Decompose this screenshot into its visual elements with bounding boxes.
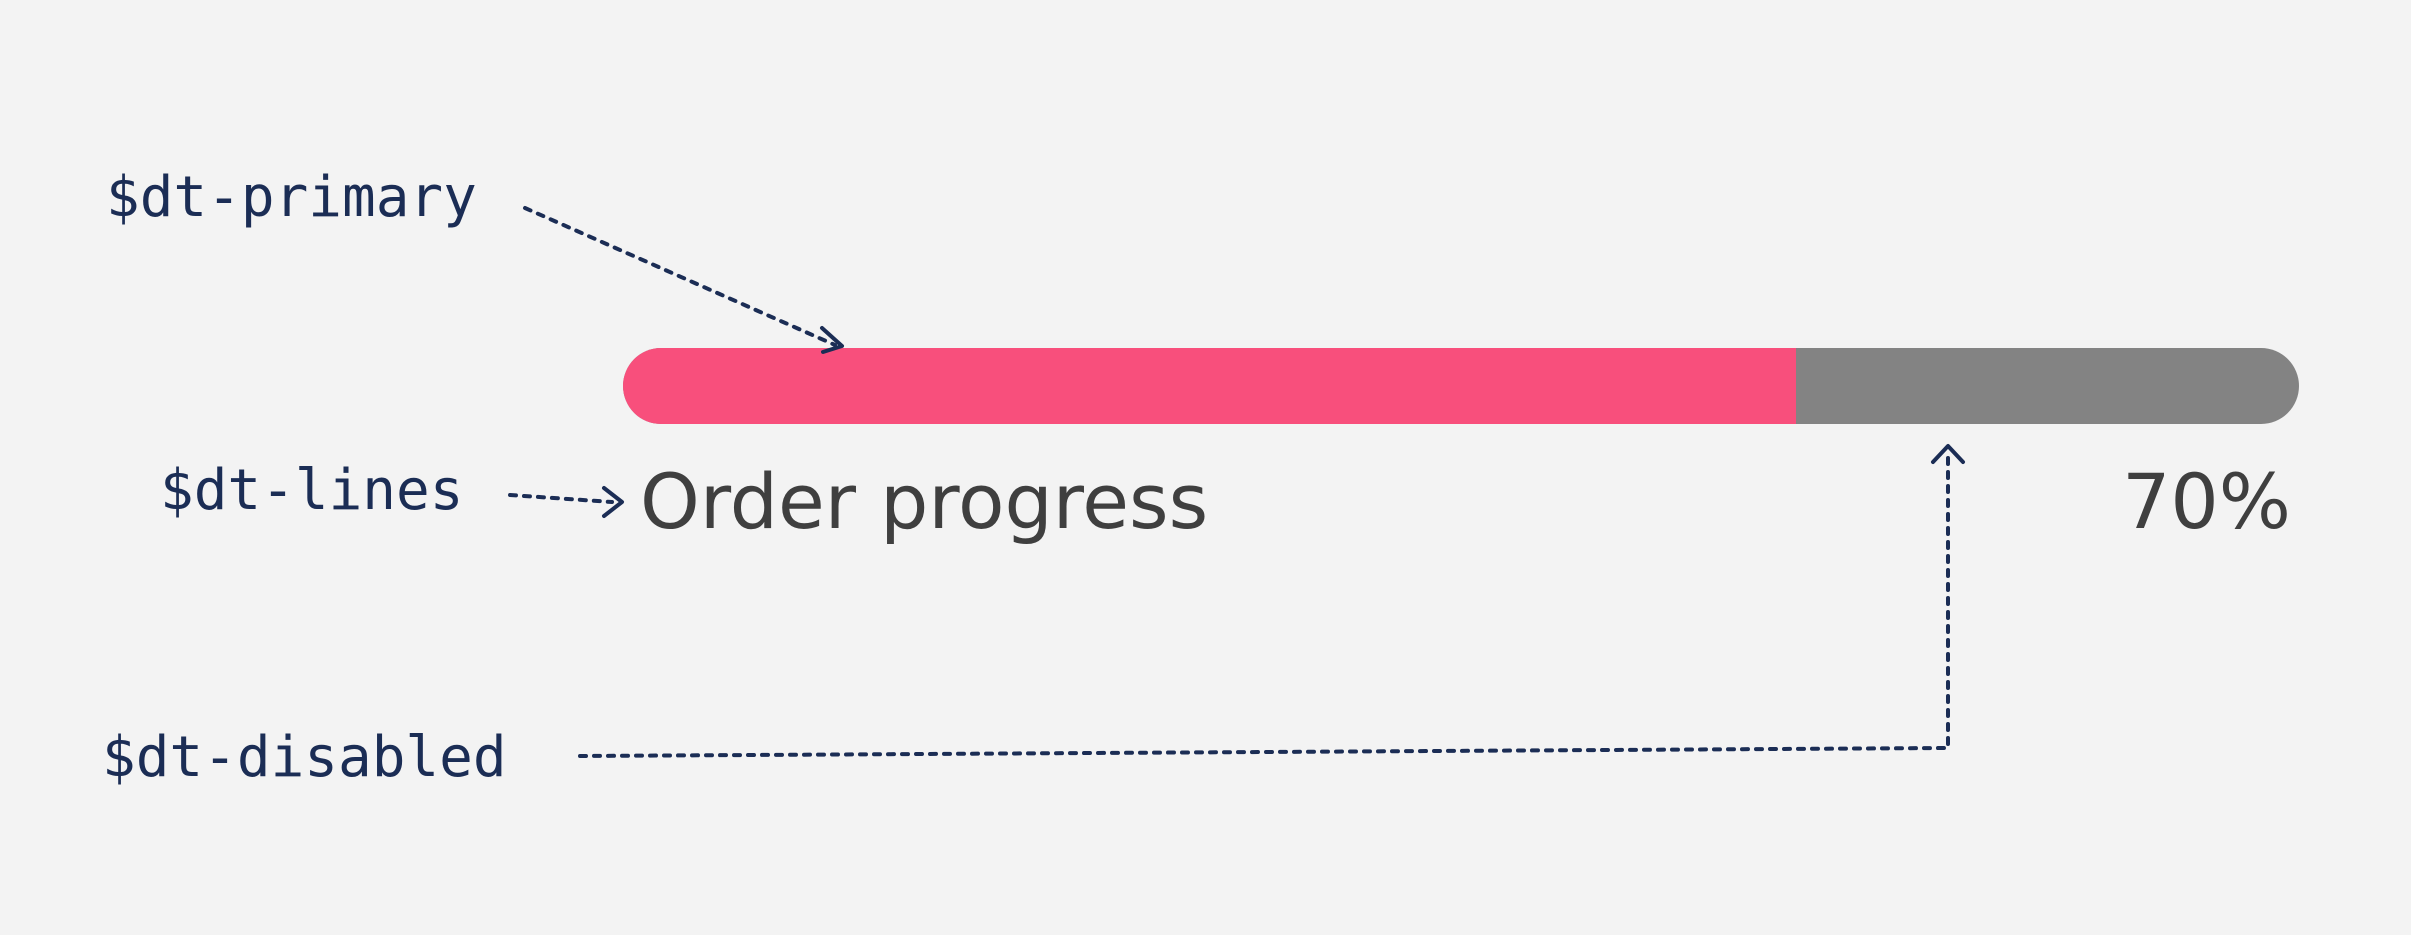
disabled-arrow-head — [1931, 444, 1965, 464]
lines-arrow-line — [508, 493, 614, 504]
progress-bar-track — [623, 348, 2299, 424]
progress-percent: 70% — [2122, 457, 2291, 546]
progress-title: Order progress — [640, 457, 1209, 546]
disabled-arrow-line — [578, 450, 1950, 758]
primary-arrow-line — [523, 206, 837, 347]
token-label-disabled: $dt-disabled — [102, 725, 507, 790]
token-label-primary: $dt-primary — [106, 165, 477, 230]
progress-bar-fill — [623, 348, 1797, 424]
primary-arrow-head — [820, 326, 844, 354]
lines-arrow-head — [602, 486, 624, 518]
token-label-lines: $dt-lines — [160, 458, 464, 523]
